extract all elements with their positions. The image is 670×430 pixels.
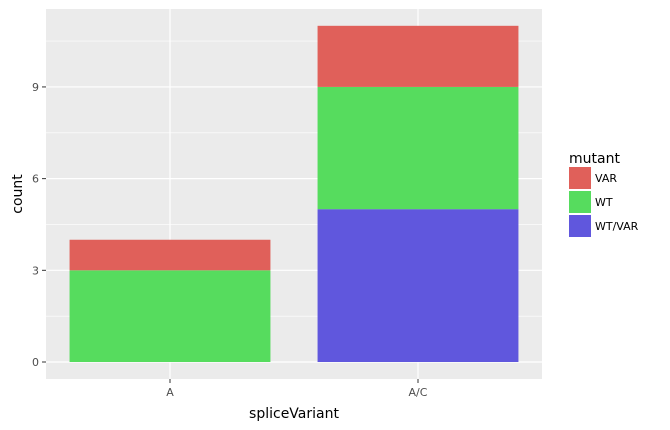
y-axis: 0 3 6 9 bbox=[32, 81, 46, 369]
x-tick-label: A bbox=[166, 386, 174, 399]
bars bbox=[69, 25, 519, 362]
bar-wt-var-a-c bbox=[317, 209, 519, 362]
x-tick-label: A/C bbox=[409, 386, 428, 399]
bar-wt-a bbox=[69, 270, 271, 362]
legend-label: WT bbox=[595, 196, 613, 209]
y-tick-label: 9 bbox=[32, 81, 39, 94]
legend-key-wt-var bbox=[569, 215, 591, 237]
y-tick-label: 0 bbox=[32, 356, 39, 369]
y-tick-label: 6 bbox=[32, 173, 39, 186]
legend-key-wt bbox=[569, 191, 591, 213]
legend-label: WT/VAR bbox=[595, 220, 639, 233]
legend-title: mutant bbox=[569, 151, 620, 167]
y-axis-title: count bbox=[10, 174, 26, 214]
y-tick-label: 3 bbox=[32, 264, 39, 277]
x-axis: A A/C bbox=[166, 379, 428, 399]
legend-label: VAR bbox=[595, 172, 617, 185]
x-axis-title: spliceVariant bbox=[249, 406, 339, 422]
bar-wt-a-c bbox=[317, 86, 519, 210]
legend-key-var bbox=[569, 167, 591, 189]
legend: mutant VAR WT WT/VAR bbox=[569, 151, 639, 237]
bar-var-a bbox=[69, 239, 271, 271]
bar-var-a-c bbox=[317, 25, 519, 87]
